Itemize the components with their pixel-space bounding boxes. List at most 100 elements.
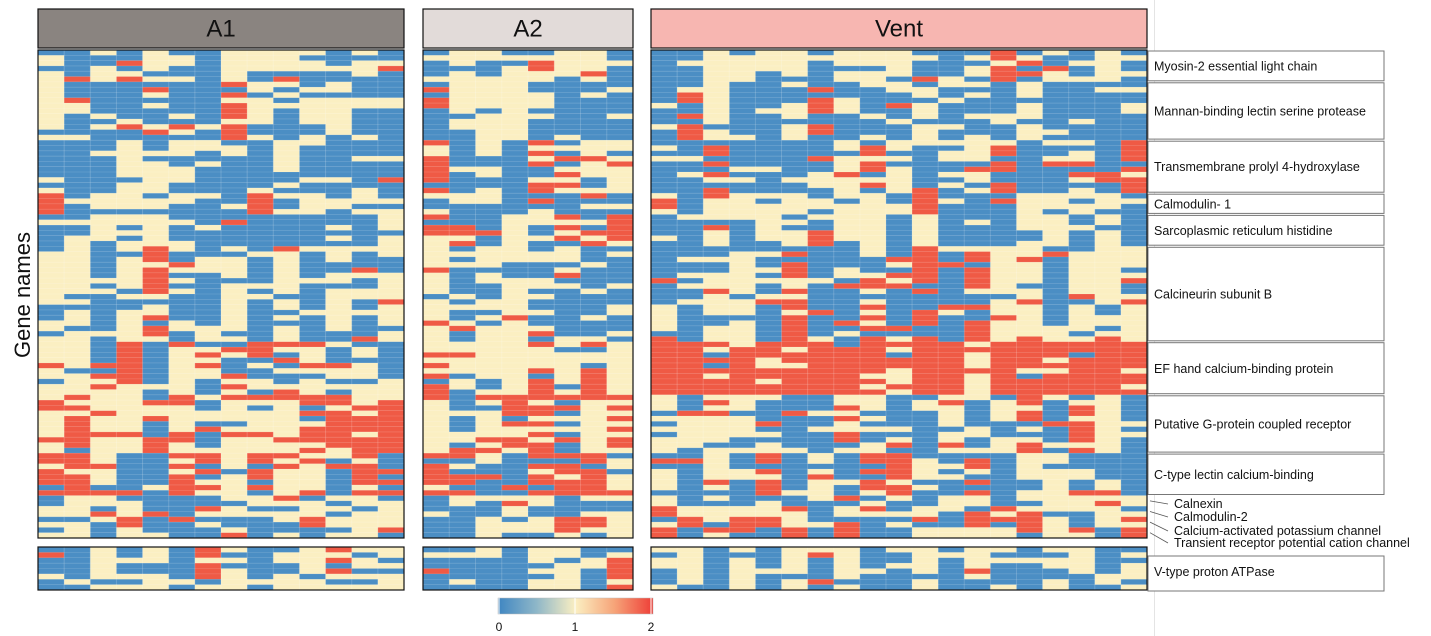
heatmap-cell-main-vent-r23-c7 bbox=[833, 172, 861, 178]
heatmap-cell-main-vent-r9-c17 bbox=[1094, 97, 1122, 104]
heatmap-cell-main-a1-r71-c12 bbox=[351, 426, 379, 433]
heatmap-cell-main-vent-r16-c3 bbox=[729, 134, 756, 141]
heatmap-cell-main-a1-r38-c12 bbox=[351, 251, 379, 258]
heatmap-cell-main-vent-r18-c12 bbox=[964, 145, 991, 151]
heatmap-cell-main-vent-r38-c11 bbox=[938, 251, 965, 258]
heatmap-cell-main-vent-r12-c10 bbox=[912, 113, 939, 120]
heatmap-cell-main-a1-r63-c9 bbox=[273, 384, 300, 390]
heatmap-cell-main-vent-r82-c0 bbox=[651, 484, 678, 491]
heatmap-cell-main-a2-r67-c5 bbox=[554, 405, 581, 411]
heatmap-cell-main-vent-r85-c9 bbox=[885, 500, 913, 507]
heatmap-cell-main-a2-r3-c1 bbox=[449, 65, 476, 72]
heatmap-cell-main-a2-r22-c7 bbox=[606, 166, 634, 173]
heatmap-cell-bottom-a2-r0-c0 bbox=[423, 547, 450, 553]
heatmap-cell-main-a2-r39-c6 bbox=[580, 256, 608, 263]
heatmap-cell-main-vent-r84-c16 bbox=[1068, 495, 1096, 502]
heatmap-cell-main-a2-r14-c4 bbox=[528, 124, 555, 130]
heatmap-cell-main-a2-r61-c0 bbox=[423, 373, 450, 380]
heatmap-cell-main-vent-r14-c17 bbox=[1094, 124, 1122, 130]
heatmap-cell-main-a2-r60-c1 bbox=[449, 368, 476, 374]
heatmap-cell-main-a1-r53-c3 bbox=[116, 331, 143, 337]
heatmap-cell-main-vent-r18-c1 bbox=[677, 145, 704, 151]
heatmap-cell-main-vent-r27-c4 bbox=[755, 193, 782, 199]
heatmap-cell-main-a1-r46-c9 bbox=[273, 294, 300, 300]
heatmap-cell-main-vent-r69-c5 bbox=[781, 416, 808, 422]
heatmap-cell-main-vent-r13-c12 bbox=[964, 118, 991, 125]
heatmap-cell-main-a1-r47-c10 bbox=[299, 299, 326, 305]
heatmap-cell-main-a2-r67-c3 bbox=[501, 405, 529, 411]
heatmap-cell-main-vent-r66-c3 bbox=[729, 400, 756, 406]
heatmap-cell-main-a2-r51-c2 bbox=[475, 320, 503, 327]
heatmap-cell-main-a2-r57-c0 bbox=[423, 352, 450, 358]
heatmap-cell-main-a1-r68-c10 bbox=[299, 410, 326, 417]
heatmap-cell-main-a2-r9-c1 bbox=[449, 97, 476, 104]
heatmap-cell-main-a1-r83-c11 bbox=[325, 490, 353, 496]
heatmap-cell-main-a2-r10-c2 bbox=[475, 103, 503, 109]
heatmap-cell-main-a2-r74-c5 bbox=[554, 442, 581, 449]
heatmap-cell-bottom-a1-r4-c2 bbox=[90, 568, 117, 575]
heatmap-cell-main-vent-r87-c2 bbox=[703, 511, 730, 517]
heatmap-cell-main-vent-r83-c8 bbox=[859, 490, 887, 496]
heatmap-cell-main-vent-r86-c10 bbox=[912, 506, 939, 512]
heatmap-cell-main-a1-r7-c9 bbox=[273, 87, 300, 93]
heatmap-cell-main-a1-r11-c4 bbox=[142, 108, 170, 114]
heatmap-cell-main-vent-r28-c0 bbox=[651, 198, 678, 205]
heatmap-cell-main-a1-r39-c9 bbox=[273, 256, 300, 263]
heatmap-cell-main-vent-r79-c16 bbox=[1068, 469, 1096, 475]
heatmap-cell-main-vent-r44-c10 bbox=[912, 283, 939, 289]
heatmap-cell-main-a1-r80-c4 bbox=[142, 474, 170, 480]
heatmap-cell-main-vent-r38-c10 bbox=[912, 251, 939, 258]
heatmap-cell-main-vent-r44-c16 bbox=[1068, 283, 1096, 289]
heatmap-cell-main-a2-r81-c6 bbox=[580, 479, 608, 486]
heatmap-cell-main-vent-r48-c8 bbox=[859, 304, 887, 311]
heatmap-cell-main-vent-r5-c5 bbox=[781, 76, 808, 83]
heatmap-cell-bottom-a1-r0-c5 bbox=[168, 547, 196, 553]
heatmap-cell-main-a2-r72-c4 bbox=[528, 431, 555, 438]
heatmap-cell-main-vent-r52-c4 bbox=[755, 325, 782, 332]
heatmap-cell-main-a2-r56-c3 bbox=[501, 347, 529, 353]
heatmap-cell-main-a1-r86-c7 bbox=[221, 506, 248, 512]
heatmap-cell-main-vent-r36-c5 bbox=[781, 240, 808, 247]
heatmap-cell-main-vent-r90-c5 bbox=[781, 527, 808, 533]
heatmap-cell-main-a1-r61-c8 bbox=[247, 373, 274, 380]
heatmap-cell-main-a2-r32-c6 bbox=[580, 219, 608, 226]
heatmap-cell-main-vent-r35-c10 bbox=[912, 235, 939, 242]
heatmap-cell-main-vent-r2-c17 bbox=[1094, 60, 1122, 67]
heatmap-cell-main-a1-r79-c3 bbox=[116, 469, 143, 475]
heatmap-cell-main-a1-r4-c2 bbox=[90, 71, 117, 77]
heatmap-cell-main-a1-r60-c4 bbox=[142, 368, 170, 374]
heatmap-cell-main-a1-r63-c6 bbox=[194, 384, 222, 390]
heatmap-cell-main-a1-r24-c0 bbox=[38, 177, 65, 183]
heatmap-cell-main-vent-r3-c1 bbox=[677, 65, 704, 72]
heatmap-cell-main-a1-r53-c4 bbox=[142, 331, 170, 337]
heatmap-cell-main-a1-r38-c13 bbox=[377, 251, 405, 258]
heatmap-cell-main-a1-r89-c5 bbox=[168, 522, 196, 528]
heatmap-cell-main-a1-r89-c11 bbox=[325, 522, 353, 528]
heatmap-cell-main-a2-r65-c0 bbox=[423, 394, 450, 401]
heatmap-cell-main-vent-r21-c11 bbox=[938, 161, 965, 167]
heatmap-cell-main-a1-r41-c10 bbox=[299, 267, 326, 273]
heatmap-cell-main-vent-r33-c17 bbox=[1094, 225, 1122, 231]
heatmap-cell-main-vent-r39-c15 bbox=[1042, 256, 1069, 263]
heatmap-cell-main-a2-r9-c6 bbox=[580, 97, 608, 104]
heatmap-cell-main-a2-r33-c5 bbox=[554, 225, 581, 231]
heatmap-cell-main-a2-r75-c5 bbox=[554, 447, 581, 454]
heatmap-cell-main-vent-r41-c8 bbox=[859, 267, 887, 273]
heatmap-cell-main-a1-r21-c4 bbox=[142, 161, 170, 167]
heatmap-cell-main-a1-r77-c7 bbox=[221, 458, 248, 464]
heatmap-cell-main-a1-r59-c5 bbox=[168, 362, 196, 369]
heatmap-cell-main-vent-r49-c14 bbox=[1016, 309, 1043, 316]
heatmap-cell-main-vent-r86-c5 bbox=[781, 506, 808, 512]
heatmap-cell-main-a1-r73-c11 bbox=[325, 437, 353, 443]
heatmap-cell-main-a1-r3-c13 bbox=[377, 65, 405, 72]
heatmap-cell-main-a1-r24-c7 bbox=[221, 177, 248, 183]
heatmap-cell-main-vent-r27-c3 bbox=[729, 193, 756, 199]
heatmap-cell-main-a1-r62-c0 bbox=[38, 378, 65, 385]
heatmap-cell-main-a1-r8-c4 bbox=[142, 92, 170, 98]
heatmap-cell-main-vent-r43-c18 bbox=[1120, 278, 1148, 284]
heatmap-cell-main-vent-r32-c4 bbox=[755, 219, 782, 226]
heatmap-cell-main-a2-r37-c7 bbox=[606, 246, 634, 252]
heatmap-cell-main-vent-r73-c15 bbox=[1042, 437, 1069, 443]
heatmap-cell-main-a2-r71-c3 bbox=[501, 426, 529, 433]
heatmap-cell-main-vent-r13-c3 bbox=[729, 118, 756, 125]
